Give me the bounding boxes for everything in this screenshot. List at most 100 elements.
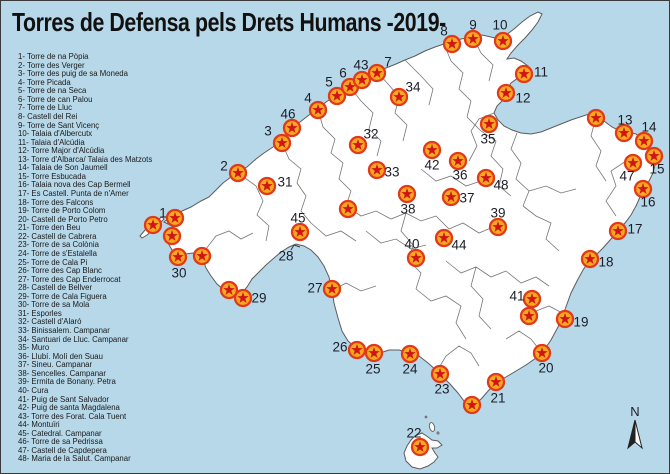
star-icon: [344, 81, 356, 92]
map-marker-28: 28: [278, 244, 301, 264]
legend-item: 25- Torre de Cala Pi: [18, 257, 88, 267]
marker-number: 22: [406, 426, 421, 441]
legend-item: 23- Torre de sa Colònia: [18, 240, 99, 250]
marker-number: 45: [290, 211, 305, 226]
marker-number: 26: [332, 340, 347, 355]
map-marker-19: 19: [555, 309, 589, 330]
marker-number: 33: [384, 165, 399, 180]
marker-number: 48: [493, 178, 508, 193]
star-icon: [584, 253, 596, 264]
star-icon: [523, 310, 535, 321]
star-icon: [638, 135, 650, 146]
star-icon: [637, 183, 649, 194]
star-icon: [618, 127, 630, 138]
star-icon: [276, 137, 288, 148]
star-icon: [393, 91, 405, 102]
star-icon: [371, 67, 383, 78]
map-marker: [519, 306, 539, 326]
legend-item: 26- Torre des Cap Blanc: [18, 266, 102, 276]
marker-number: 14: [641, 120, 657, 135]
map-marker-24: 24: [400, 344, 420, 377]
map-marker-35: 35: [479, 114, 499, 147]
marker-number: 37: [459, 191, 474, 206]
marker-number: 21: [490, 391, 505, 406]
map-marker-22: 22: [406, 426, 430, 457]
marker-number: 44: [451, 238, 467, 253]
map-marker-23: 23: [430, 364, 450, 397]
legend-item: 29- Torre de Cala Figuera: [18, 291, 107, 301]
map-marker-27: 27: [307, 279, 342, 299]
star-icon: [445, 191, 457, 202]
map-marker-40: 40: [404, 237, 426, 268]
marker-number: 23: [434, 382, 449, 397]
marker-number: 7: [384, 55, 392, 70]
map-marker-29: 29: [233, 288, 267, 308]
legend-item: 43- Torre des Forat. Cala Tuent: [18, 411, 127, 421]
map-marker-12: 12: [496, 83, 531, 106]
map-marker-17: 17: [608, 222, 643, 241]
map-marker-45: 45: [290, 211, 310, 242]
map-marker-46: 46: [280, 107, 302, 138]
map-marker: [219, 280, 239, 300]
north-compass: N: [627, 404, 643, 450]
legend-item: 27- Torre des Cap Enderrocat: [18, 274, 121, 284]
star-icon: [452, 155, 464, 166]
star-icon: [223, 284, 235, 295]
marker-number: 10: [492, 18, 507, 33]
cabrera-islet-dot: [436, 431, 440, 435]
legend-item: 14- Talaia de Son Jaumell: [18, 163, 108, 173]
legend-list: 1- Torre de na Pòpia 2- Torre des Verger 3…: [18, 52, 153, 464]
map-marker-25: 25: [364, 343, 384, 377]
star-icon: [169, 212, 181, 223]
star-icon: [371, 164, 383, 175]
legend-item: 17- Es Castell. Punta de n'Amer: [18, 189, 129, 198]
map-marker-33: 33: [367, 160, 400, 180]
marker-number: 39: [490, 206, 505, 221]
map-marker-9: 9: [463, 18, 483, 49]
map-marker-3: 3: [264, 124, 292, 153]
marker-number: 29: [251, 291, 266, 306]
legend-item: 30- Torre de sa Mola: [18, 300, 90, 310]
star-icon: [438, 232, 450, 243]
map-marker-5: 5: [325, 75, 347, 106]
marker-number: 8: [440, 24, 448, 39]
compass-label: N: [630, 404, 639, 419]
marker-number: 36: [452, 168, 467, 183]
map-marker-36: 36: [448, 151, 468, 183]
star-icon: [526, 293, 538, 304]
star-icon: [286, 122, 298, 133]
map-marker-7: 7: [367, 55, 392, 83]
marker-number: 32: [363, 127, 378, 142]
marker-number: 16: [640, 195, 655, 210]
map-marker-18: 18: [580, 249, 614, 270]
legend-item: 9- Torre de Sant Vicenç: [18, 120, 100, 130]
star-icon: [434, 368, 446, 379]
marker-number: 47: [619, 169, 634, 184]
legend-item: 41- Puig de Sant Salvador: [18, 394, 110, 404]
legend-item: 2- Torre des Verger: [18, 60, 85, 70]
legend-item: 15- Torre Esbucada: [18, 171, 86, 181]
marker-number: 13: [617, 113, 632, 128]
marker-number: 46: [280, 107, 295, 122]
map-marker-8: 8: [440, 24, 462, 54]
marker-number: 42: [424, 158, 439, 173]
star-icon: [500, 87, 512, 98]
star-icon: [612, 225, 624, 236]
legend-item: 13- Torre d'Albarca/ Talaia des Matzots: [18, 154, 153, 164]
marker-number: 11: [534, 65, 548, 80]
map-marker-31: 31: [257, 175, 293, 196]
star-icon: [490, 376, 502, 387]
marker-number: 38: [400, 202, 415, 217]
star-icon: [426, 144, 438, 155]
legend-item: 3- Torre des puig de sa Moneda: [18, 69, 128, 79]
marker-number: 15: [649, 162, 664, 177]
marker-number: 17: [627, 222, 642, 237]
star-icon: [232, 167, 244, 178]
map-marker-39: 39: [488, 206, 508, 237]
map-marker: [192, 246, 212, 266]
legend-item: 38- Sencelles. Campanar: [18, 368, 106, 378]
legend-item: 19- Torre de Porto Colom: [18, 206, 106, 216]
legend-item: 48- Maria de la Salut. Campanar: [18, 454, 131, 464]
map-marker: [165, 208, 185, 228]
